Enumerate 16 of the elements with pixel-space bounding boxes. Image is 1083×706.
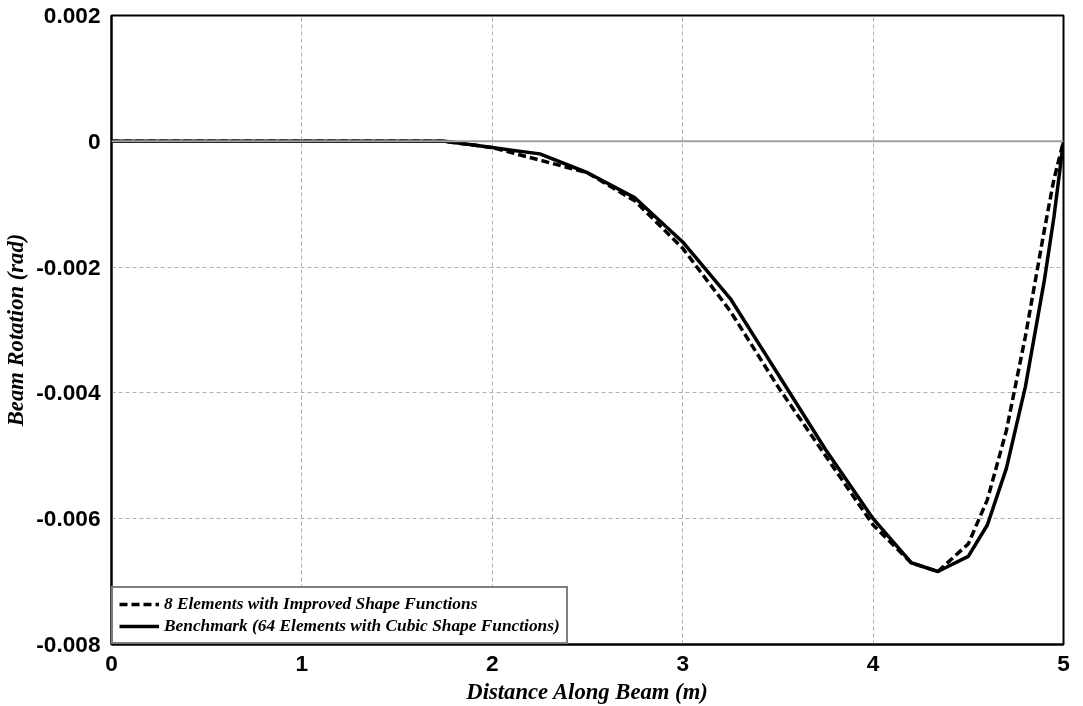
y-tick-label: 0.002 <box>43 2 101 28</box>
y-tick-label: 0 <box>87 127 101 154</box>
legend-label: Benchmark (64 Elements with Cubic Shape Functions) <box>164 616 560 636</box>
x-tick-label: 2 <box>486 649 499 676</box>
x-tick-label: 3 <box>676 649 690 676</box>
y-axis-title: Beam Rotation (rad) <box>3 233 29 428</box>
x-tick-label: 4 <box>866 649 880 676</box>
legend-label: 8 Elements with Improved Shape Functions <box>164 594 478 614</box>
y-tick-label: -0.008 <box>36 631 101 657</box>
x-tick-label: 1 <box>295 649 309 676</box>
y-tick-label: -0.002 <box>36 253 101 280</box>
x-tick-label: 0 <box>105 649 118 676</box>
x-axis-title: Distance Along Beam (m) <box>465 678 708 704</box>
y-tick-label: -0.006 <box>36 505 101 532</box>
x-tick-label: 5 <box>1057 649 1070 676</box>
y-tick-label: -0.004 <box>36 379 101 406</box>
